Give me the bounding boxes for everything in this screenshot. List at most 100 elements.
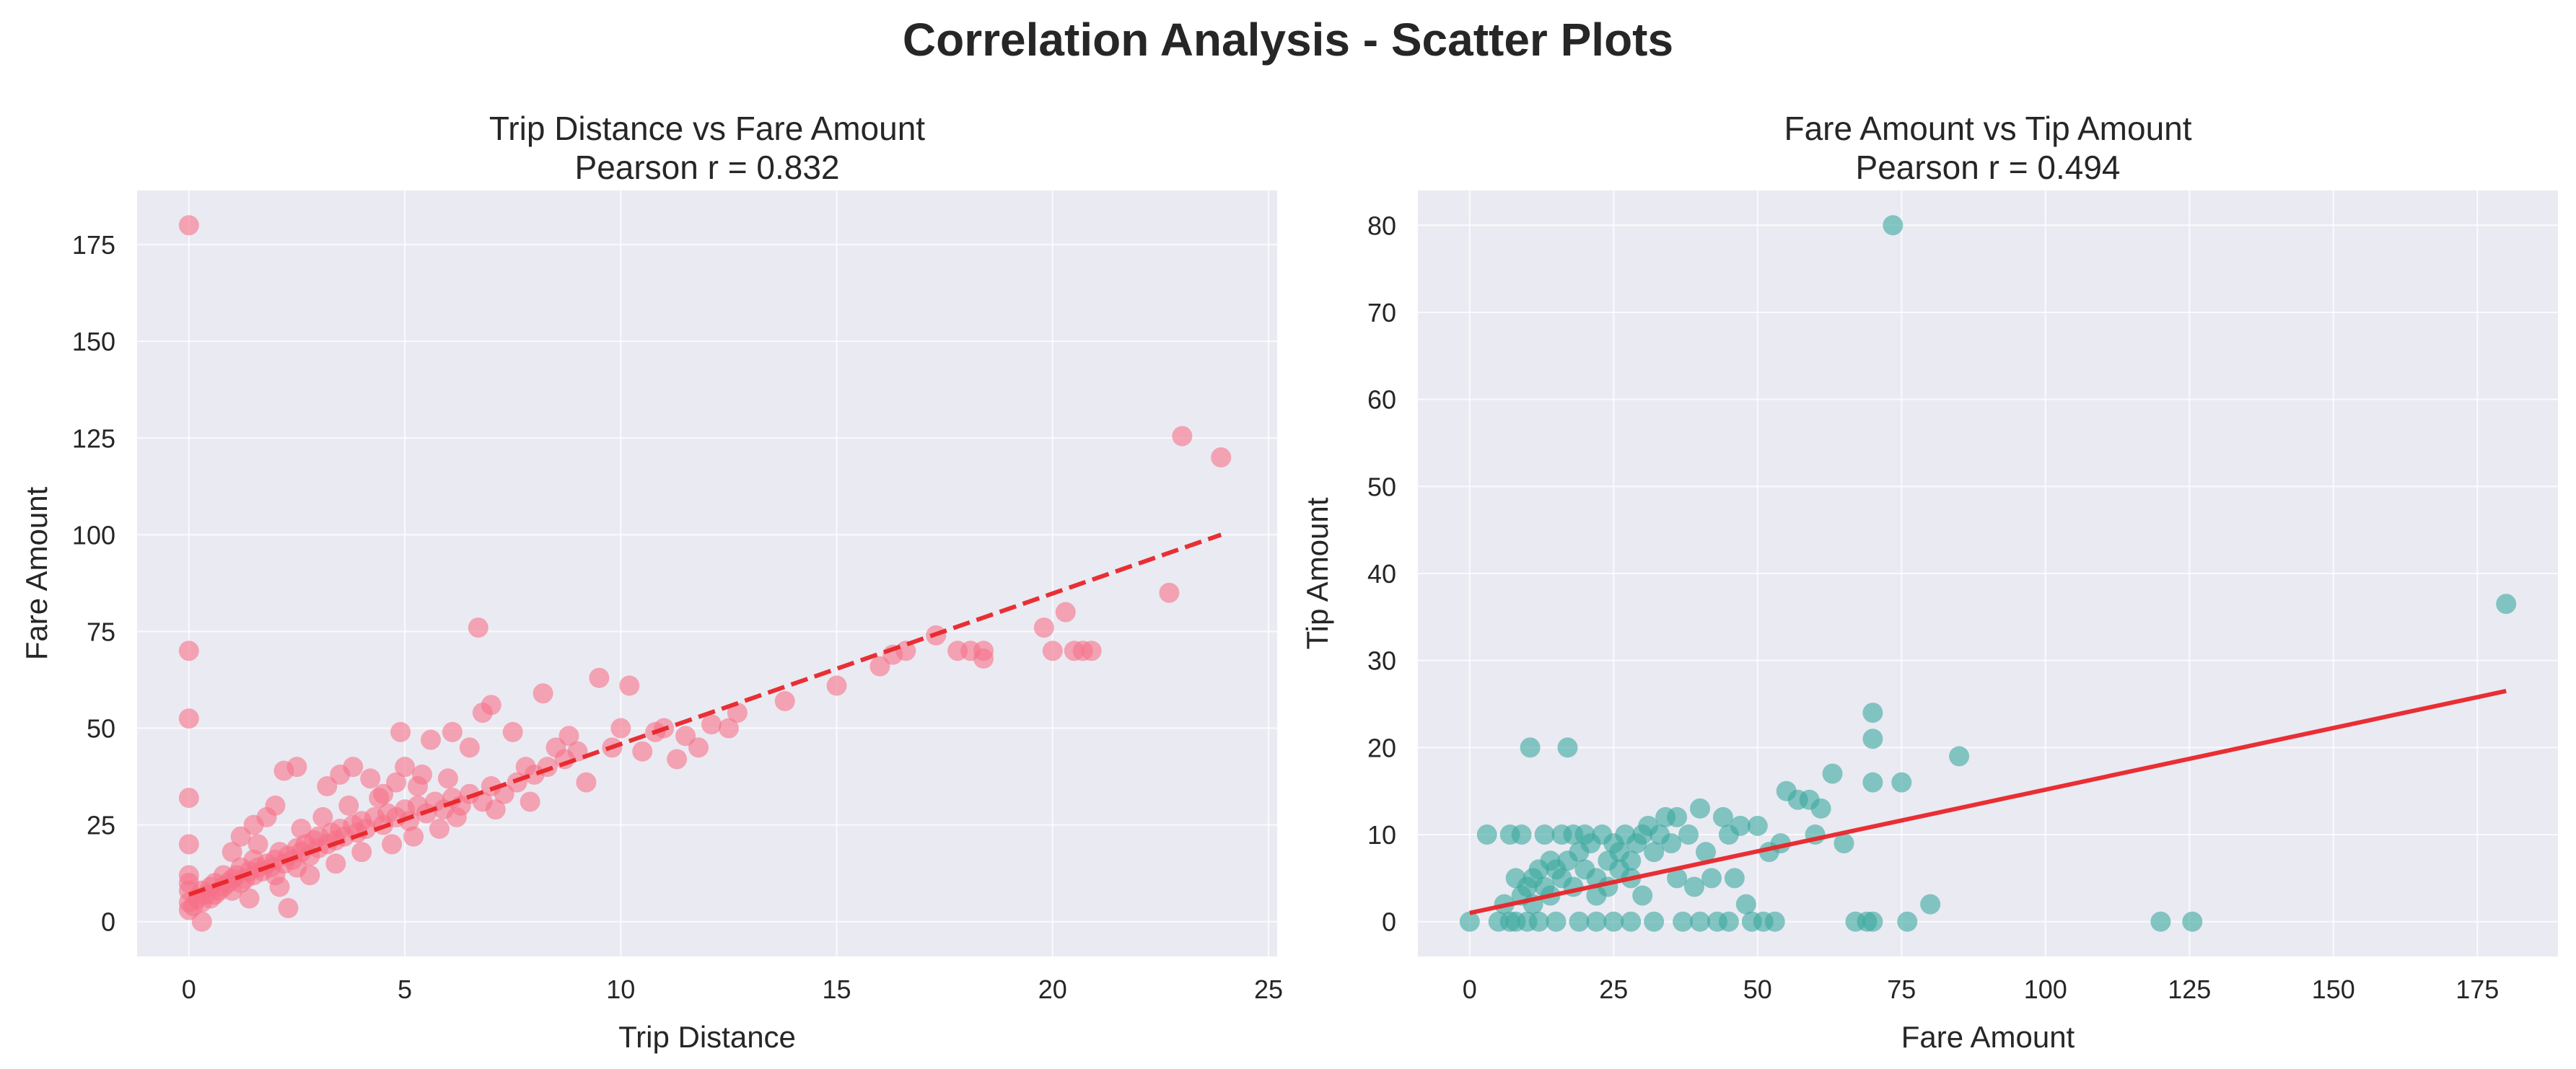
chart-title: Trip Distance vs Fare Amount xyxy=(489,110,925,147)
scatter-point xyxy=(973,648,994,669)
scatter-point xyxy=(688,737,709,758)
scatter-point xyxy=(1747,815,1768,836)
scatter-point xyxy=(558,726,579,747)
x-tick-label: 50 xyxy=(1743,975,1772,1004)
scatter-point xyxy=(1557,737,1578,758)
scatter-point xyxy=(1081,641,1102,661)
x-tick-label: 10 xyxy=(606,975,635,1004)
scatter-point xyxy=(338,795,359,816)
scatter-point xyxy=(1735,894,1756,915)
scatter-point xyxy=(386,772,407,793)
scatter-point xyxy=(1055,602,1076,623)
scatter-point xyxy=(576,772,597,793)
scatter-point xyxy=(546,737,566,758)
scatter-point xyxy=(265,795,286,816)
scatter-point xyxy=(1621,850,1642,871)
scatter-point xyxy=(1724,868,1745,889)
scatter-point xyxy=(343,757,364,778)
scatter-point xyxy=(1621,911,1642,932)
scatter-point xyxy=(230,826,251,847)
scatter-point xyxy=(468,617,489,638)
scatter-point xyxy=(1920,894,1941,915)
scatter-point xyxy=(191,911,212,932)
trend-line xyxy=(1469,688,2507,915)
scatter-point xyxy=(408,776,429,796)
y-tick-label: 70 xyxy=(1367,298,1396,327)
scatter-point xyxy=(1690,798,1711,819)
y-tick-label: 150 xyxy=(72,327,115,356)
scatter-point xyxy=(1695,842,1716,863)
scatter-point xyxy=(291,819,312,839)
scatter-point xyxy=(178,834,199,855)
y-tick-label: 80 xyxy=(1367,211,1396,240)
y-tick-label: 175 xyxy=(72,230,115,260)
scatter-point xyxy=(2496,594,2517,615)
scatter-point xyxy=(1546,911,1567,932)
scatter-point xyxy=(1644,911,1665,932)
scatter-point xyxy=(610,718,631,739)
scatter-point xyxy=(446,806,467,827)
scatter-point xyxy=(675,726,696,747)
y-tick-label: 30 xyxy=(1367,646,1396,676)
scatter-point xyxy=(1684,876,1705,897)
scatter-point xyxy=(1764,911,1785,932)
y-tick-label: 40 xyxy=(1367,559,1396,589)
scatter-point xyxy=(278,897,299,918)
scatter-points xyxy=(178,215,1232,932)
y-tick-label: 100 xyxy=(72,520,115,550)
scatter-point xyxy=(1834,833,1854,854)
scatter-point xyxy=(1520,737,1541,758)
x-tick-label: 125 xyxy=(2168,975,2211,1004)
scatter-point xyxy=(1661,833,1682,854)
scatter-point xyxy=(1667,806,1688,827)
scatter-point xyxy=(1528,911,1549,932)
y-tick-label: 10 xyxy=(1367,820,1396,850)
y-axis-label: Tip Amount xyxy=(1300,497,1334,649)
x-tick-label: 150 xyxy=(2312,975,2355,1004)
scatter-points xyxy=(1459,215,2517,932)
scatter-point xyxy=(494,783,514,804)
x-tick-label: 100 xyxy=(2024,975,2067,1004)
scatter-point xyxy=(1632,885,1653,906)
scatter-point xyxy=(2182,911,2203,932)
scatter-point xyxy=(485,799,506,820)
scatter-point xyxy=(1476,824,1497,845)
scatter-point xyxy=(178,708,199,729)
y-tick-label: 60 xyxy=(1367,385,1396,415)
scatter-point xyxy=(1644,842,1665,863)
scatter-point xyxy=(1534,824,1555,845)
scatter-point xyxy=(1033,617,1054,638)
scatter-point xyxy=(619,675,640,696)
scatter-point xyxy=(1730,815,1751,836)
scatter-point xyxy=(420,729,441,750)
x-tick-label: 0 xyxy=(1463,975,1477,1004)
scatter-point xyxy=(667,749,688,770)
scatter-point xyxy=(2150,911,2171,932)
scatter-point xyxy=(437,768,458,789)
scatter-point xyxy=(1883,215,1903,236)
y-tick-label: 0 xyxy=(101,907,115,937)
y-tick-label: 0 xyxy=(1382,907,1396,937)
scatter-point xyxy=(632,741,653,762)
scatter-point xyxy=(286,757,307,778)
scatter-point xyxy=(895,641,916,661)
scatter-point xyxy=(727,703,748,723)
x-tick-label: 25 xyxy=(1254,975,1283,1004)
scatter-point xyxy=(1701,868,1722,889)
scatter-point xyxy=(481,695,501,716)
scatter-point xyxy=(312,806,333,827)
scatter-point xyxy=(1862,772,1883,793)
scatter-point xyxy=(247,834,268,855)
x-tick-label: 20 xyxy=(1038,975,1067,1004)
scatter-point xyxy=(459,737,480,758)
x-tick-label: 25 xyxy=(1599,975,1628,1004)
scatter-point xyxy=(369,788,390,809)
scatter-point xyxy=(1949,746,1970,767)
scatter-point xyxy=(1569,911,1590,932)
x-tick-label: 175 xyxy=(2455,975,2499,1004)
scatter-point xyxy=(442,721,463,742)
y-tick-label: 50 xyxy=(1367,472,1396,501)
scatter-point xyxy=(351,842,372,863)
scatter-point xyxy=(1810,798,1831,819)
